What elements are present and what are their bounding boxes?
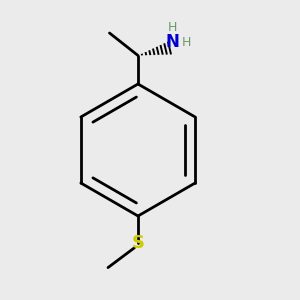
Text: S: S — [131, 234, 145, 252]
Text: H: H — [168, 21, 177, 34]
Text: N: N — [166, 33, 179, 51]
Text: H: H — [182, 35, 191, 49]
